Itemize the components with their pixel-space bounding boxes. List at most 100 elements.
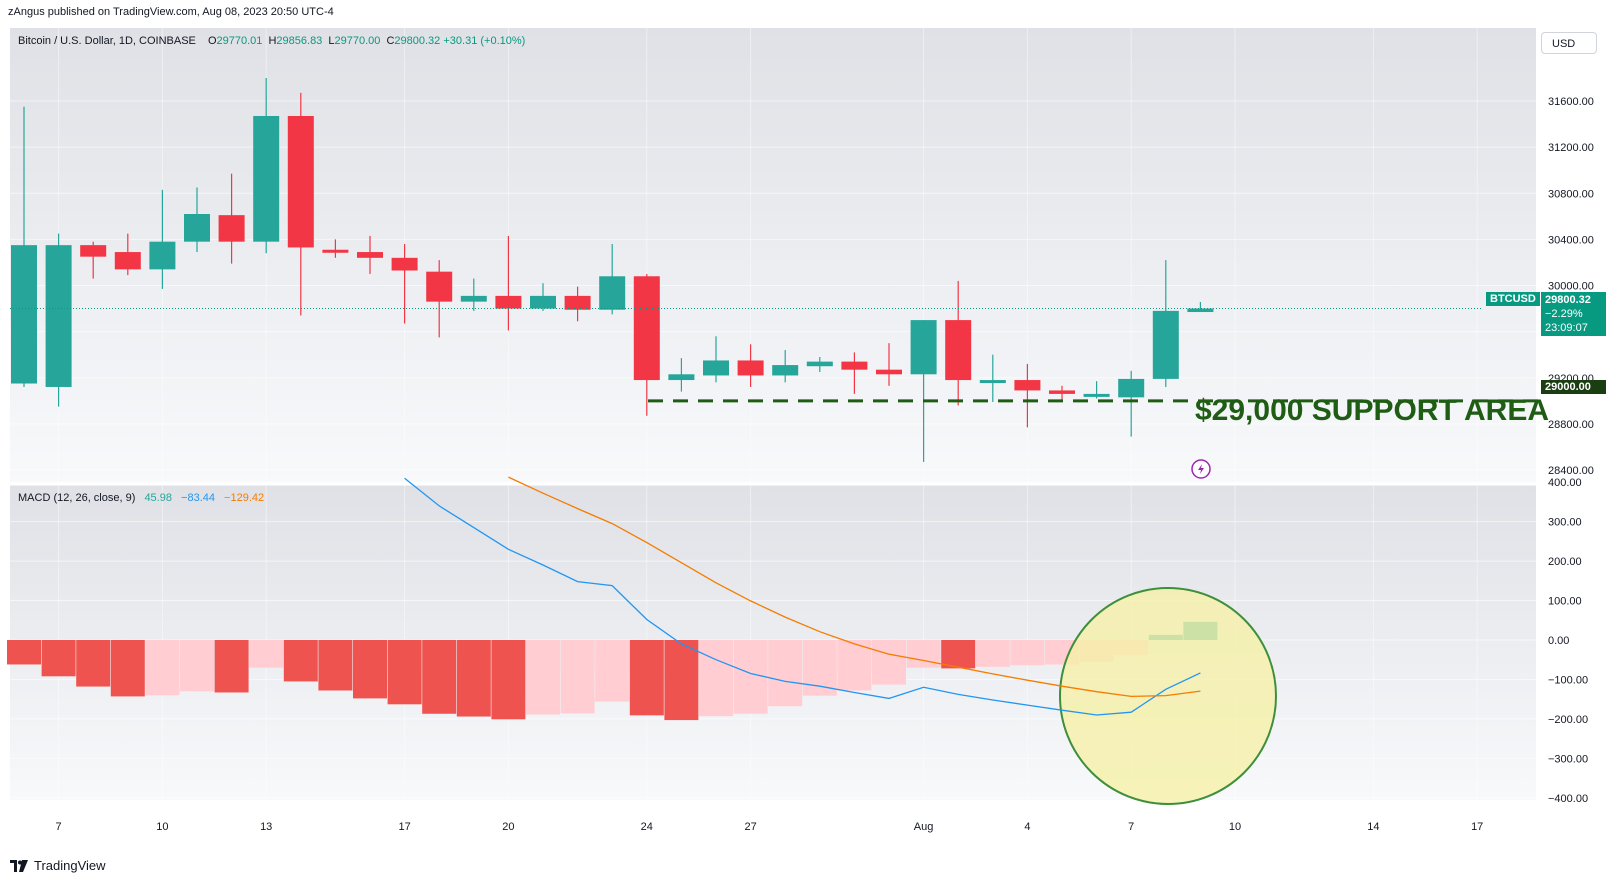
- candle-body: [945, 320, 972, 381]
- macd-histogram-bar: [145, 640, 180, 696]
- time-tick-label: 13: [260, 821, 272, 833]
- macd-histogram-bar: [491, 640, 526, 720]
- time-tick-label: 7: [56, 821, 62, 833]
- price-tick-label: 28400.00: [1548, 465, 1594, 477]
- price-tick-label: 28800.00: [1548, 419, 1594, 431]
- time-tick-label: 20: [502, 821, 514, 833]
- candle-body: [1049, 390, 1075, 394]
- candle-body: [668, 374, 695, 381]
- price-tick-label: 30800.00: [1548, 188, 1594, 200]
- open-label: O: [207, 35, 217, 47]
- open-value: 29770.01: [216, 35, 263, 47]
- macd-title[interactable]: MACD (12, 26, close, 9): [18, 492, 136, 504]
- candle-body: [703, 360, 729, 376]
- candle-body: [45, 245, 72, 387]
- macd-histogram-bar: [456, 640, 491, 717]
- time-tick-label: 10: [1229, 821, 1241, 833]
- macd-histogram-bar: [249, 640, 284, 668]
- price-tick-label: 31600.00: [1548, 96, 1594, 108]
- signal-line: [508, 476, 1201, 698]
- price-tick-label: 31200.00: [1548, 142, 1594, 154]
- time-tick-label: 7: [1128, 821, 1134, 833]
- candle-body: [218, 215, 245, 242]
- candle-body: [322, 249, 349, 253]
- time-tick-label: 27: [744, 821, 756, 833]
- last-price-tag: 29800.32 −2.29% 23:09:07: [1541, 292, 1606, 336]
- time-tick-label: 17: [398, 821, 410, 833]
- low-value: 29770.00: [334, 35, 381, 47]
- lightning-icon[interactable]: [1191, 459, 1211, 479]
- tradingview-logo-icon: [10, 859, 28, 872]
- macd-histogram-bar: [214, 640, 249, 693]
- macd-tick-label: −400.00: [1548, 793, 1588, 805]
- macd-tick-label: 100.00: [1548, 596, 1582, 608]
- price-tick-label: 30000.00: [1548, 281, 1594, 293]
- macd-histogram-bar: [975, 640, 1010, 667]
- macd-histogram-bar: [283, 640, 318, 682]
- macd-histogram-bar: [629, 640, 664, 716]
- price-pane-background: [10, 28, 1536, 483]
- high-label: H: [268, 35, 277, 47]
- candle-body: [737, 360, 764, 376]
- macd-tick-label: 300.00: [1548, 517, 1582, 529]
- price-axis[interactable]: 28400.0028800.0029200.0030000.0030400.00…: [1548, 96, 1594, 477]
- macd-histogram-bar: [733, 640, 768, 714]
- macd-histogram-bar: [906, 640, 941, 668]
- macd-histogram-bar: [768, 640, 803, 707]
- macd-axis[interactable]: 400.00 300.00 200.00 100.00 0.00 −100.00 −200.…: [1548, 477, 1588, 805]
- bar-countdown: 23:09:07: [1545, 322, 1588, 334]
- footer: TradingView: [10, 858, 106, 873]
- candle-body: [1187, 308, 1214, 313]
- candle-body: [599, 276, 626, 310]
- candle-body: [391, 257, 418, 271]
- candle-body: [564, 295, 591, 310]
- macd-histogram-bar: [837, 640, 872, 691]
- macd-histogram-bar: [180, 640, 214, 692]
- last-price-change: −2.29%: [1545, 308, 1583, 320]
- last-price-value: 29800.32: [1545, 294, 1591, 306]
- macd-histogram-bar: [526, 640, 560, 715]
- macd-tick-label: −100.00: [1548, 674, 1588, 686]
- symbol-title[interactable]: Bitcoin / U.S. Dollar, 1D, COINBASE: [18, 35, 196, 47]
- candle-body: [114, 252, 141, 270]
- support-price-tag: 29000.00: [1541, 380, 1606, 394]
- macd-tick-label: 200.00: [1548, 556, 1582, 568]
- candle-body: [876, 369, 902, 375]
- macd-lines: [404, 476, 1201, 716]
- macd-histogram-bar: [941, 640, 976, 669]
- candle-body: [1152, 310, 1179, 379]
- time-tick-label: Aug: [914, 821, 934, 833]
- candle-body: [530, 295, 556, 309]
- candle-body: [426, 271, 453, 302]
- macd-histogram-bar: [664, 640, 699, 721]
- macd-signal-value: −129.42: [224, 492, 265, 504]
- ohlc-legend: Bitcoin / U.S. Dollar, 1D, COINBASE O297…: [18, 35, 525, 47]
- macd-legend: MACD (12, 26, close, 9) 45.98 −83.44 −12…: [18, 492, 264, 504]
- macd-histogram-bar: [560, 640, 595, 714]
- time-axis[interactable]: 7 10 13 17 20 24 27 Aug 4 7 10 14 17: [56, 821, 1484, 833]
- close-label: C: [386, 35, 395, 47]
- macd-line: [404, 477, 1201, 716]
- macd-line-value: −83.44: [181, 492, 215, 504]
- candle-body: [1083, 393, 1110, 397]
- currency-button[interactable]: USD: [1541, 32, 1597, 54]
- macd-histogram-bar: [595, 640, 630, 702]
- price-tick-label: 30400.00: [1548, 234, 1594, 246]
- published-info: zAngus published on TradingView.com, Aug…: [8, 6, 334, 18]
- macd-histogram-bar: [353, 640, 387, 699]
- macd-histogram-bar: [872, 640, 906, 685]
- support-area-label: $29,000 SUPPORT AREA: [1195, 394, 1550, 427]
- change-value: +30.31 (+0.10%): [443, 35, 526, 47]
- macd-histogram-bar: [1010, 640, 1045, 666]
- macd-hist-value: 45.98: [144, 492, 172, 504]
- candle-body: [806, 361, 833, 367]
- symbol-tag: BTCUSD: [1486, 292, 1540, 306]
- time-tick-label: 14: [1367, 821, 1379, 833]
- time-tick-label: 10: [156, 821, 168, 833]
- candle-body: [184, 214, 210, 242]
- macd-tick-label: 400.00: [1548, 477, 1582, 489]
- high-value: 29856.83: [276, 35, 323, 47]
- macd-histogram-bar: [41, 640, 76, 677]
- candle-body: [460, 295, 487, 302]
